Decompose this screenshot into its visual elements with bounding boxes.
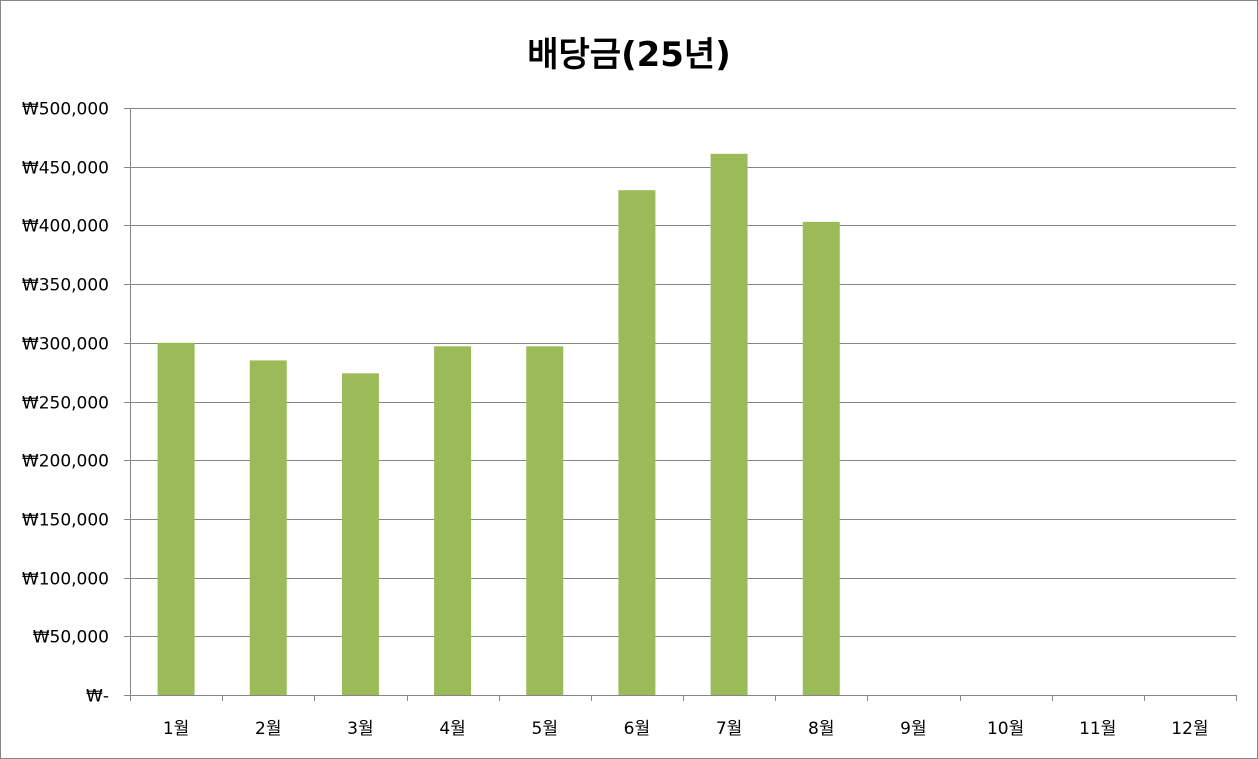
bar [618, 190, 655, 695]
y-tick-label: ₩250,000 [22, 394, 109, 414]
grid-lines [130, 109, 1236, 637]
x-tick-labels: 1월 2월 3월 4월 5월 6월 7월 8월 9월 10월 11월 12월 [163, 719, 1209, 739]
y-tick-label: ₩450,000 [22, 159, 109, 179]
x-tick-label: 7월 [716, 719, 742, 739]
bar [342, 373, 379, 695]
x-tick-label: 9월 [900, 719, 926, 739]
bar [526, 346, 563, 695]
bar [158, 343, 195, 695]
y-tick-label: ₩500,000 [22, 100, 109, 120]
axes [124, 108, 1237, 701]
x-tick-label: 6월 [624, 719, 650, 739]
y-tick-label: ₩150,000 [22, 511, 109, 531]
y-tick-label: ₩50,000 [33, 628, 109, 648]
bar [803, 222, 840, 695]
bar [434, 346, 471, 695]
x-tick-label: 12월 [1171, 719, 1208, 739]
x-tick-label: 11월 [1079, 719, 1116, 739]
y-tick-label: ₩400,000 [22, 217, 109, 237]
y-tick-label: ₩350,000 [22, 276, 109, 296]
y-tick-label: ₩300,000 [22, 335, 109, 355]
y-tick-label: ₩100,000 [22, 570, 109, 590]
x-tick-label: 10월 [987, 719, 1024, 739]
x-tick-label: 2월 [255, 719, 281, 739]
y-tick-label: ₩200,000 [22, 452, 109, 472]
bars [158, 154, 840, 695]
bar [711, 154, 748, 695]
bar [250, 360, 287, 695]
x-tick-label: 3월 [347, 719, 373, 739]
y-tick-labels: ₩- ₩50,000 ₩100,000 ₩150,000 ₩200,000 ₩250,00… [22, 100, 109, 707]
y-tick-label: ₩- [86, 687, 109, 707]
x-tick-label: 8월 [808, 719, 834, 739]
x-tick-label: 1월 [163, 719, 189, 739]
x-tick-label: 5월 [532, 719, 558, 739]
x-tick-label: 4월 [439, 719, 465, 739]
